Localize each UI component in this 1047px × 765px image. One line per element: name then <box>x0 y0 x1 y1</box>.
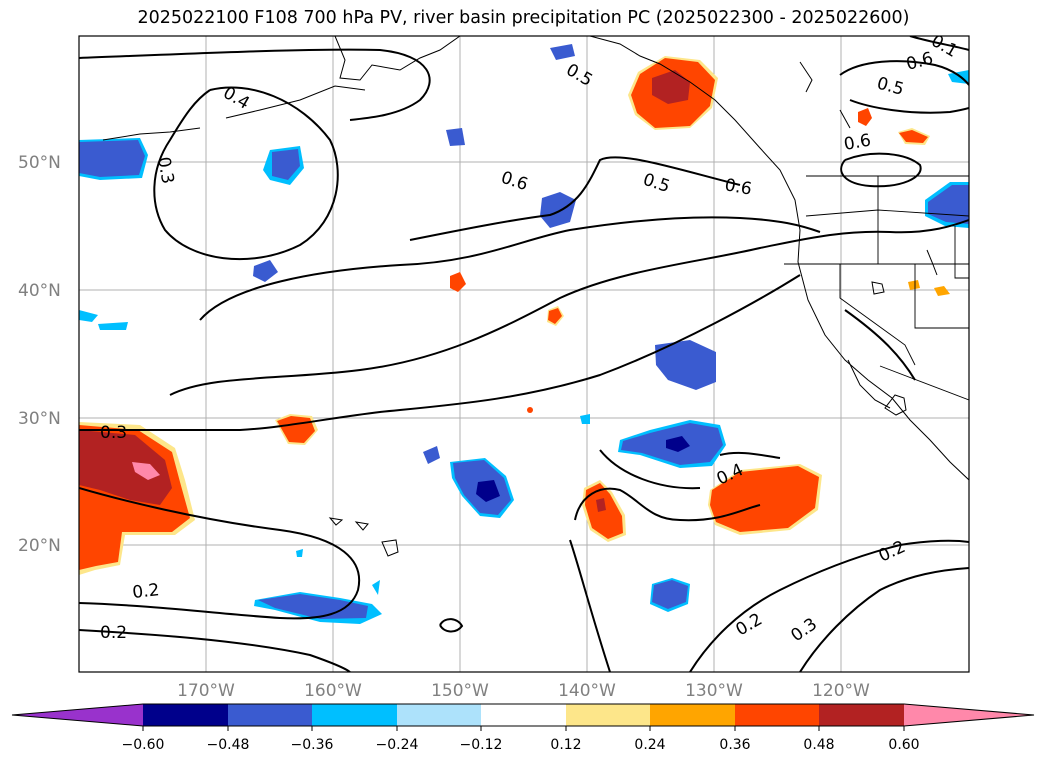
contour-label: 0.2 <box>131 580 160 603</box>
colorbar-tick-label: 0.12 <box>550 737 581 753</box>
contour-label: 0.2 <box>100 623 127 643</box>
colorbar-tick-labels: −0.60 −0.48 −0.36 −0.24 −0.12 0.12 0.24 … <box>122 737 920 753</box>
map-area <box>79 36 969 672</box>
longitude-labels: 170°W 160°W 150°W 140°W 130°W 120°W <box>177 681 870 701</box>
colorbar-right-extension <box>904 704 1034 726</box>
map-title: 2025022100 F108 700 hPa PV, river basin … <box>137 8 910 28</box>
colorbar-segment <box>481 704 566 726</box>
colorbar-tick-label: 0.36 <box>719 737 750 753</box>
contour-label: 0.6 <box>842 131 872 155</box>
lon-label: 130°W <box>685 681 743 701</box>
positive-precip-regions <box>79 56 950 575</box>
colorbar-left-extension <box>12 704 143 726</box>
colorbar-segment <box>650 704 735 726</box>
lon-label: 160°W <box>304 681 362 701</box>
colorbar-segment <box>228 704 312 726</box>
colorbar-tick-label: 0.48 <box>803 737 834 753</box>
contour-label: 0.3 <box>153 155 177 185</box>
state-borders <box>784 175 969 401</box>
pv-contours <box>79 36 969 672</box>
colorbar-tick-label: −0.48 <box>207 737 250 753</box>
lon-label: 140°W <box>558 681 616 701</box>
lat-label: 30°N <box>18 409 61 429</box>
lat-label: 50°N <box>18 153 61 173</box>
colorbar-tick-label: −0.12 <box>460 737 503 753</box>
colorbar-segment <box>819 704 904 726</box>
lon-label: 170°W <box>177 681 235 701</box>
latitude-labels: 50°N 40°N 30°N 20°N <box>18 153 61 556</box>
colorbar-tick-label: −0.60 <box>122 737 165 753</box>
contour-label: 0.3 <box>100 423 127 443</box>
contour-label: 0.6 <box>723 175 753 199</box>
colorbar-ticks <box>142 726 905 731</box>
colorbar-segment <box>312 704 397 726</box>
colorbar-segment <box>566 704 650 726</box>
negative-precip-regions <box>79 44 969 624</box>
lon-label: 150°W <box>431 681 489 701</box>
colorbar: −0.60 −0.48 −0.36 −0.24 −0.12 0.12 0.24 … <box>11 703 1035 753</box>
coastlines <box>102 36 969 557</box>
colorbar-segment <box>143 704 228 726</box>
colorbar-tick-label: −0.36 <box>291 737 334 753</box>
colorbar-tick-label: 0.60 <box>888 737 919 753</box>
lat-label: 40°N <box>18 281 61 301</box>
colorbar-tick-label: −0.24 <box>376 737 419 753</box>
lon-label: 120°W <box>812 681 870 701</box>
colorbar-segment <box>735 704 819 726</box>
colorbar-segment <box>397 704 481 726</box>
map-frame <box>78 35 970 673</box>
lat-label: 20°N <box>18 536 61 556</box>
colorbar-tick-label: 0.24 <box>634 737 665 753</box>
